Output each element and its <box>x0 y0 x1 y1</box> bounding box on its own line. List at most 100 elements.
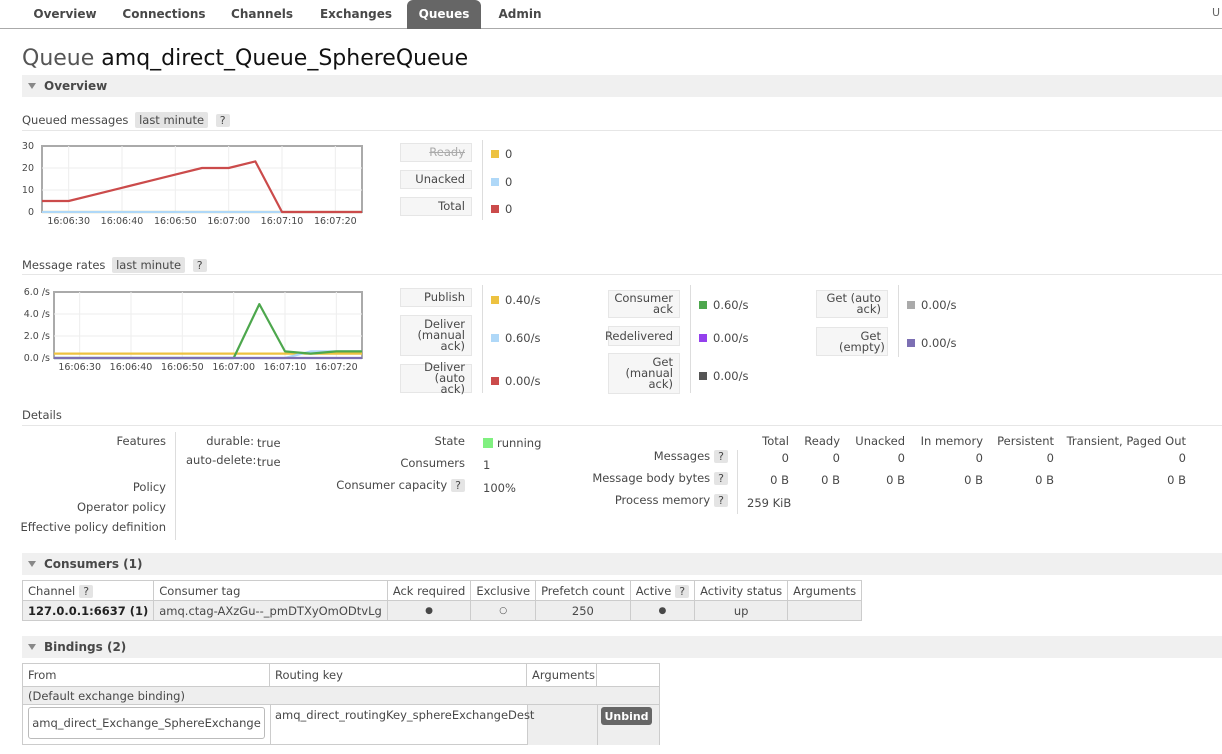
queued-messages-text: Queued messages <box>22 113 129 127</box>
nav-tab-connections[interactable]: Connections <box>122 7 206 21</box>
stats-header: Persistent <box>997 434 1054 448</box>
nav-tab-queues[interactable]: Queues <box>407 0 481 29</box>
legend-divider <box>898 285 899 357</box>
swatch-deliver-manual <box>491 334 499 342</box>
stats-header: Unacked <box>855 434 905 448</box>
y-tick-label: 10 <box>22 185 34 196</box>
legend-consumer-ack-label: Consumer ack <box>614 291 673 316</box>
col-channel: Channel? <box>21 580 155 601</box>
legend-get-auto[interactable]: Get (auto ack) <box>816 290 888 318</box>
legend-deliver-manual-value: 0.60/s <box>491 331 540 345</box>
legend-unacked-value: 0 <box>491 175 512 189</box>
x-tick-label: 16:07:10 <box>261 216 304 227</box>
stats-header: Transient, Paged Out <box>1066 434 1186 448</box>
plot-area <box>53 291 363 359</box>
legend-ready[interactable]: Ready <box>400 143 472 162</box>
swatch-publish <box>491 296 499 304</box>
queued-messages-chart: 0 10 20 30 16:06:30 16:06:40 16:06:50 16:07:00 1… <box>22 141 363 227</box>
source-exchange-link[interactable]: amq_direct_Exchange_SphereExchange <box>28 707 265 739</box>
x-tick-label: 16:07:20 <box>315 362 358 373</box>
collapse-triangle-icon <box>28 83 36 89</box>
nav-tab-overview[interactable]: Overview <box>33 7 97 21</box>
consumer-capacity-value: 100% <box>483 481 516 495</box>
page-title-prefix: Queue <box>22 46 95 71</box>
bindings-col-from: From <box>23 664 270 686</box>
legend-divider <box>690 285 691 393</box>
legend-total[interactable]: Total <box>400 197 472 216</box>
feature-autodelete-value: true <box>257 455 281 469</box>
queued-messages-label: Queued messages last minute ? <box>22 112 230 128</box>
queued-help-button[interactable]: ? <box>215 114 230 127</box>
stats-value: 0 <box>975 451 983 465</box>
messages-help-button[interactable]: ? <box>714 450 728 463</box>
effective-policy-label: Effective policy definition <box>20 520 166 534</box>
nav-tab-exchanges[interactable]: Exchanges <box>319 7 393 21</box>
stats-value: 0 B <box>1167 473 1186 487</box>
consumers-section-header[interactable]: Consumers (1) <box>22 553 1222 575</box>
user-info: U <box>1211 6 1220 19</box>
state-value: running <box>483 436 541 450</box>
consumer-channel-link[interactable]: 127.0.0.1:6637 (1) <box>21 600 155 621</box>
legend-publish[interactable]: Publish <box>400 288 472 307</box>
legend-get-auto-value-text: 0.00/s <box>921 298 957 312</box>
state-label: State <box>434 434 465 448</box>
legend-total-value-text: 0 <box>505 202 513 216</box>
legend-unacked[interactable]: Unacked <box>400 170 472 189</box>
operator-policy-label: Operator policy <box>77 500 166 514</box>
process-memory-label: Process memory? <box>560 493 728 507</box>
rates-range-selector[interactable]: last minute <box>112 257 186 273</box>
legend-consumer-ack[interactable]: Consumer ack <box>608 290 680 318</box>
legend-get-manual[interactable]: Get (manual ack) <box>608 353 680 394</box>
legend-get-empty[interactable]: Get (empty) <box>816 327 888 356</box>
bindings-header-label: Bindings (2) <box>44 640 127 654</box>
col-consumer-tag: Consumer tag <box>153 580 388 601</box>
stats-header: Ready <box>804 434 840 448</box>
capacity-help-button[interactable]: ? <box>451 479 465 492</box>
details-divider <box>175 432 176 540</box>
queued-range-selector[interactable]: last minute <box>135 112 209 128</box>
legend-deliver-auto[interactable]: Deliver (auto ack) <box>400 361 472 395</box>
x-tick-label: 16:06:40 <box>110 362 153 373</box>
channel-help-button[interactable]: ? <box>79 584 94 598</box>
x-tick-label: 16:06:30 <box>58 362 101 373</box>
cell-divider <box>527 705 528 745</box>
consumers-header-row: Channel? Consumer tag Ack required Exclu… <box>21 580 863 601</box>
divider <box>22 274 1222 275</box>
col-prefetch: Prefetch count <box>535 580 631 601</box>
legend-redelivered-value: 0.00/s <box>699 331 748 345</box>
legend-get-empty-label: Get (empty) <box>839 328 885 354</box>
process-memory-help-button[interactable]: ? <box>714 494 728 507</box>
stats-header: Total <box>762 434 789 448</box>
bindings-section-header[interactable]: Bindings (2) <box>22 636 1222 658</box>
rates-help-button[interactable]: ? <box>192 259 207 272</box>
legend-redelivered[interactable]: Redelivered <box>604 326 680 346</box>
legend-deliver-auto-value-text: 0.00/s <box>505 374 541 388</box>
legend-deliver-manual[interactable]: Deliver (manual ack) <box>400 315 472 356</box>
nav-tab-admin[interactable]: Admin <box>498 7 542 21</box>
nav-tab-channels[interactable]: Channels <box>231 7 293 21</box>
feature-durable-key: durable: <box>206 434 254 448</box>
messages-text: Messages <box>653 449 711 463</box>
y-tick-label: 6.0 /s <box>24 287 50 298</box>
legend-ready-label: Ready <box>429 145 465 159</box>
collapse-triangle-icon <box>28 644 36 650</box>
active-help-button[interactable]: ? <box>675 584 690 598</box>
legend-get-manual-label: Get (manual ack) <box>625 355 673 391</box>
queue-name: amq_direct_Queue_SphereQueue <box>101 46 469 71</box>
legend-publish-label: Publish <box>424 290 465 304</box>
body-bytes-help-button[interactable]: ? <box>714 472 728 485</box>
legend-redelivered-label: Redelivered <box>604 328 673 343</box>
col-ack-required: Ack required <box>386 580 472 601</box>
policy-label: Policy <box>132 480 166 494</box>
unbind-button[interactable]: Unbind <box>601 707 652 725</box>
page-title: Queue amq_direct_Queue_SphereQueue <box>22 46 468 71</box>
swatch-get-auto <box>907 301 915 309</box>
consumers-header-label: Consumers (1) <box>44 557 143 571</box>
overview-section-header[interactable]: Overview <box>22 75 1222 97</box>
legend-unacked-value-text: 0 <box>505 175 513 189</box>
legend-divider <box>482 285 483 393</box>
x-tick-label: 16:06:30 <box>47 216 90 227</box>
y-tick-label: 2.0 /s <box>24 331 50 342</box>
legend-get-auto-label: Get (auto ack) <box>826 291 881 316</box>
x-tick-label: 16:07:00 <box>207 216 250 227</box>
